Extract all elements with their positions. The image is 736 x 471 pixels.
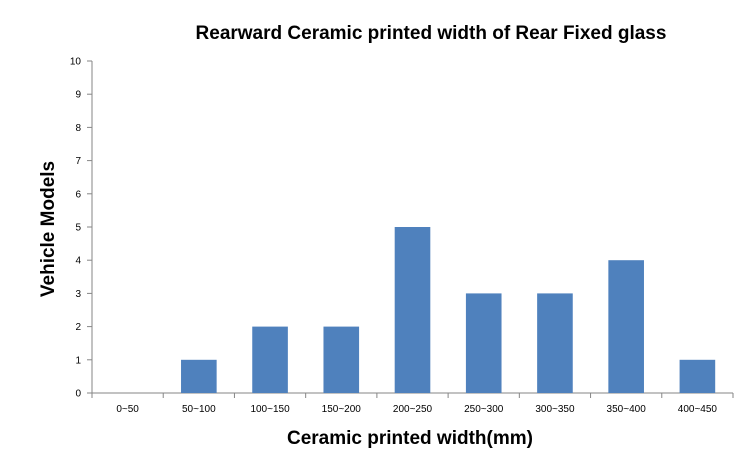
y-tick-label: 8 bbox=[75, 123, 81, 134]
x-tick-label: 400~450 bbox=[678, 404, 718, 415]
bar-100~150 bbox=[252, 326, 288, 393]
x-tick-label: 200~250 bbox=[393, 404, 433, 415]
x-tick-label: 100~150 bbox=[250, 404, 290, 415]
x-tick-label: 50~100 bbox=[182, 404, 216, 415]
y-tick-label: 6 bbox=[75, 189, 81, 200]
x-tick-label: 150~200 bbox=[322, 404, 362, 415]
x-tick-label: 350~400 bbox=[607, 404, 647, 415]
y-tick-label: 0 bbox=[75, 389, 81, 400]
y-tick-label: 4 bbox=[75, 256, 81, 267]
bar-350~400 bbox=[608, 260, 644, 393]
bar-400~450 bbox=[679, 359, 716, 393]
y-tick-label: 10 bbox=[70, 57, 82, 68]
y-tick-label: 3 bbox=[75, 289, 81, 300]
bar-200~250 bbox=[394, 227, 431, 393]
bar-150~200 bbox=[323, 326, 360, 393]
y-tick-label: 1 bbox=[75, 355, 81, 366]
chart-title: Rearward Ceramic printed width of Rear F… bbox=[196, 23, 667, 44]
y-tick-label: 7 bbox=[75, 156, 81, 167]
y-tick-label: 9 bbox=[75, 90, 81, 101]
plot-area: 0 1 2 3 4 5 6 7 8 9 10 0~50 50~100 100~150 150~200 200~… bbox=[70, 57, 734, 415]
y-tick-label: 2 bbox=[75, 322, 81, 333]
y-tick-label: 5 bbox=[75, 223, 81, 234]
x-tick-label: 300~350 bbox=[535, 404, 575, 415]
y-axis-title: Vehicle Models bbox=[38, 161, 59, 297]
x-axis-title: Ceramic printed width(mm) bbox=[287, 428, 533, 449]
bar-250~300 bbox=[465, 293, 502, 393]
bar-300~350 bbox=[537, 293, 573, 393]
x-tick-label: 250~300 bbox=[464, 404, 504, 415]
bar-50~100 bbox=[181, 359, 217, 393]
x-tick-label: 0~50 bbox=[116, 404, 139, 415]
